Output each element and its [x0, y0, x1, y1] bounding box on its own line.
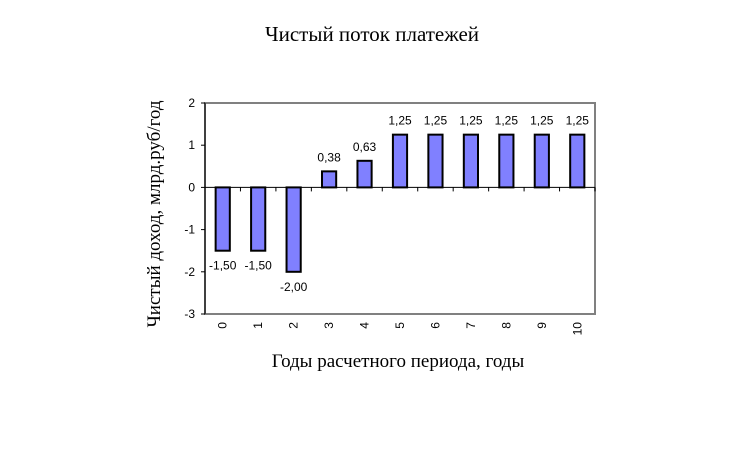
data-label: 1,25	[530, 114, 554, 128]
x-tick-label: 1	[251, 322, 265, 329]
bar	[214, 186, 231, 252]
data-label: -1,50	[245, 259, 273, 273]
x-tick-label: 4	[358, 322, 372, 329]
data-label: -1,50	[209, 259, 237, 273]
x-tick-label: 0	[216, 322, 230, 329]
data-label: 1,25	[495, 114, 519, 128]
data-label: -2,00	[280, 280, 308, 294]
x-tick-label: 5	[393, 322, 407, 329]
y-tick-label: -1	[184, 223, 195, 237]
data-label: 1,25	[566, 114, 590, 128]
y-tick-label: -3	[184, 307, 195, 321]
bar	[321, 170, 338, 189]
x-tick-label: 10	[570, 322, 584, 336]
x-tick-label: 9	[535, 322, 549, 329]
data-label: 0,38	[317, 150, 341, 164]
bar	[427, 133, 444, 189]
bar	[462, 133, 479, 189]
bar	[356, 159, 373, 189]
chart-title: Чистый поток платежей	[264, 22, 480, 46]
bar	[285, 186, 302, 273]
data-label: 1,25	[424, 114, 448, 128]
y-tick-label: -2	[184, 265, 195, 279]
x-axis-title: Годы расчетного периода, годы	[271, 351, 525, 372]
bar	[533, 133, 550, 189]
axes: 210-1-2-30 1 2 3 4 5 6 7 8 9 10	[184, 96, 596, 336]
data-labels: -1,50 -1,50 -2,00 0,38 0,63 1,25 1,25 1,25 1,25 1…	[209, 114, 589, 294]
bar	[498, 133, 515, 189]
y-tick-label: 0	[188, 180, 195, 194]
x-tick-label: 8	[499, 322, 513, 329]
bar	[250, 186, 267, 252]
x-tick-label: 2	[287, 322, 301, 329]
x-tick-label: 6	[428, 322, 442, 329]
y-tick-label: 1	[188, 138, 195, 152]
bar	[391, 133, 409, 189]
x-tick-label: 3	[322, 322, 336, 329]
data-label: 1,25	[459, 114, 483, 128]
x-tick-label: 7	[464, 322, 478, 329]
bar	[569, 133, 586, 189]
bars	[214, 133, 586, 273]
data-label: 0,63	[353, 140, 377, 154]
data-label: 1,25	[388, 114, 412, 128]
y-tick-label: 2	[188, 96, 195, 110]
